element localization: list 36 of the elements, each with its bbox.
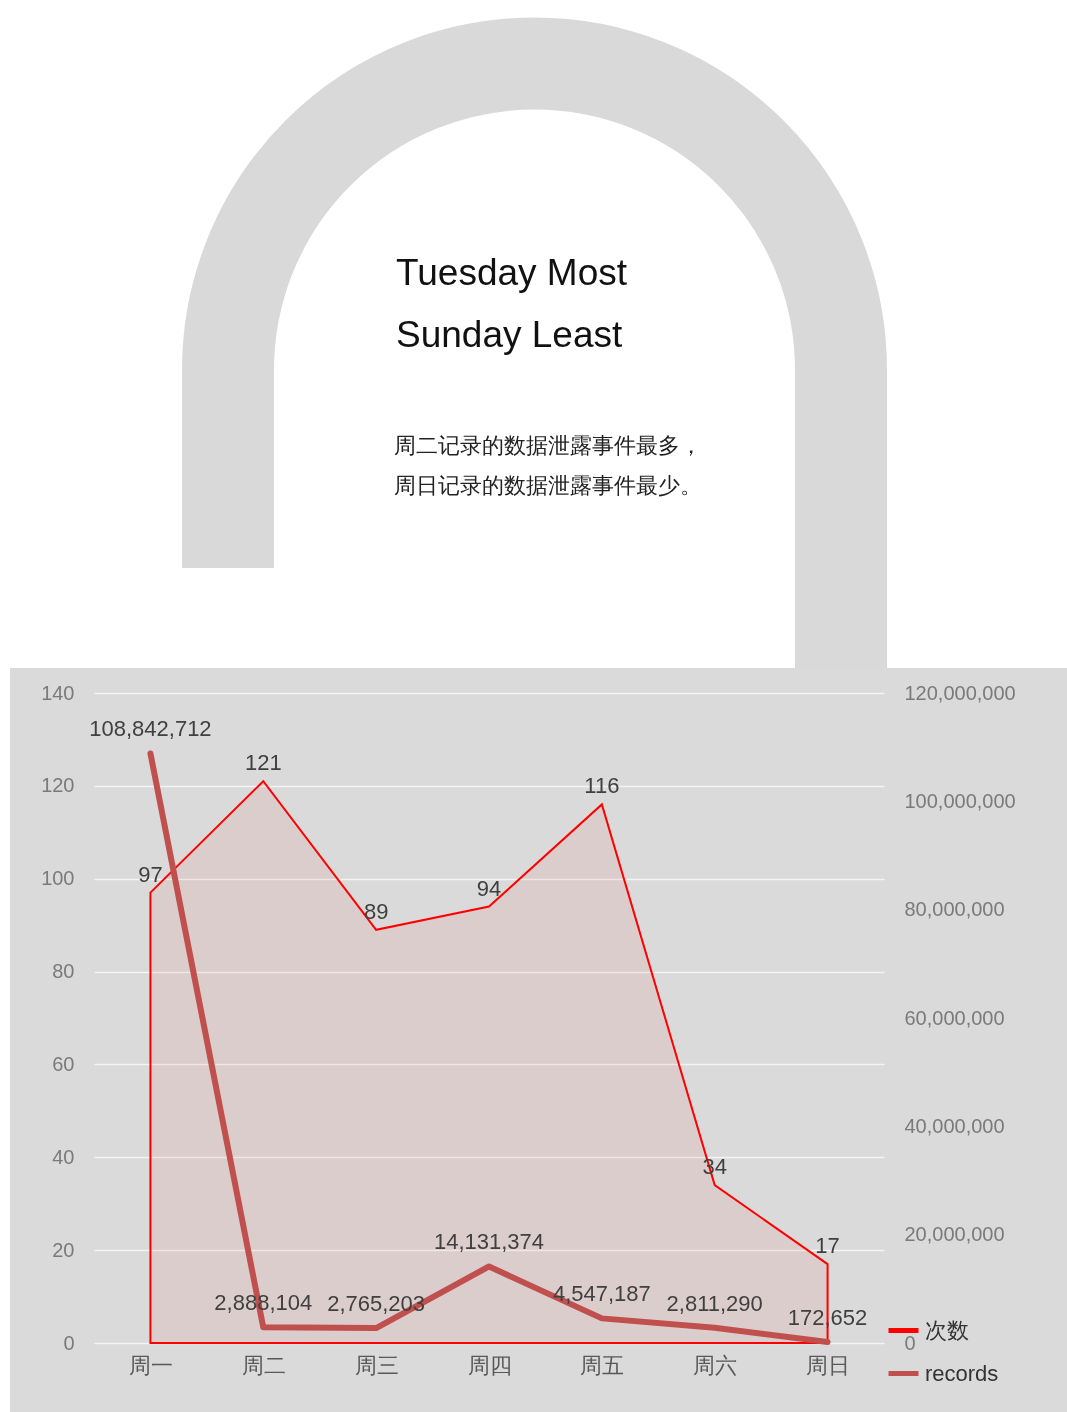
y2-tick-label: 100,000,000 [904, 789, 1016, 812]
x-tick-label: 周三 [354, 1352, 399, 1378]
data-label: 116 [584, 773, 620, 799]
y2-tick-label: 60,000,000 [904, 1006, 1005, 1029]
x-tick-label: 周日 [806, 1352, 851, 1378]
y-tick-label: 80 [52, 960, 75, 983]
data-label: 108,842,712 [89, 716, 212, 742]
data-label: 4,547,187 [552, 1281, 651, 1307]
x-tick-label: 周二 [241, 1352, 286, 1378]
chart-title: Tuesday Most Sunday Least [396, 251, 628, 357]
y-tick-label: 0 [63, 1331, 75, 1354]
data-label: 2,811,290 [666, 1290, 763, 1316]
y-tick-label: 120 [41, 774, 75, 797]
y2-tick-label: 0 [904, 1331, 916, 1354]
data-label: 94 [476, 875, 502, 901]
y2-tick-label: 40,000,000 [904, 1114, 1005, 1137]
x-tick-label: 周四 [467, 1352, 512, 1378]
y-tick-label: 100 [41, 867, 75, 890]
y2-tick-label: 20,000,000 [904, 1223, 1005, 1246]
data-label: 89 [363, 898, 389, 924]
legend-label: records [925, 1360, 999, 1386]
data-label: 14,131,374 [433, 1229, 545, 1255]
x-tick-label: 周六 [693, 1352, 738, 1378]
x-tick-label: 周五 [580, 1352, 625, 1378]
y-tick-label: 60 [52, 1052, 75, 1075]
y-tick-label: 40 [52, 1145, 75, 1168]
legend-label: 次数 [925, 1317, 969, 1343]
data-label: 97 [138, 861, 163, 887]
x-tick-label: 周一 [128, 1352, 173, 1378]
y-tick-label: 20 [52, 1238, 75, 1261]
data-label: 121 [244, 750, 282, 776]
y-tick-label: 140 [41, 681, 75, 704]
data-label: 17 [815, 1233, 840, 1259]
y2-tick-label: 80,000,000 [904, 898, 1005, 921]
y2-tick-label: 120,000,000 [904, 681, 1016, 704]
chart-subtitle: 周二记录的数据泄露事件最多，周日记录的数据泄露事件最少。 [394, 432, 703, 500]
